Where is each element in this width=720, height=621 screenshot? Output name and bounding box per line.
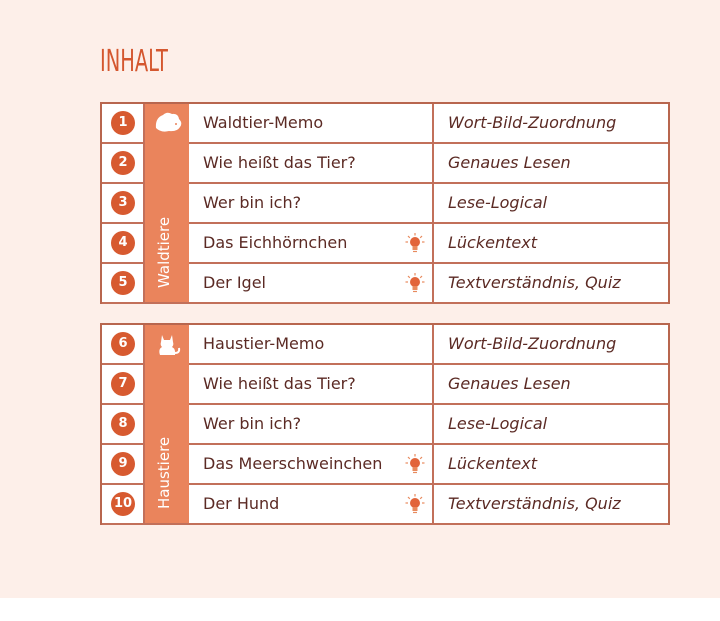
lightbulb-icon — [405, 494, 425, 514]
activity-title: Haustier-Memo — [189, 325, 434, 363]
number-cell: 7 — [102, 365, 145, 403]
activity-title: Das Meerschweinchen — [189, 445, 434, 483]
number-badge: 4 — [111, 231, 135, 255]
number-badge: 3 — [111, 191, 135, 215]
lightbulb-icon — [405, 454, 425, 474]
activity-type: Wort-Bild-Zuordnung — [448, 113, 617, 132]
activity-title: Der Igel — [189, 264, 434, 302]
number-cell: 5 — [102, 264, 145, 302]
category-band: Haustiere — [145, 325, 189, 523]
table-row[interactable]: 1 Waldtier-Memo Wort-Bild-Zuordnung — [102, 104, 668, 144]
number-badge: 8 — [111, 412, 135, 436]
lightbulb-icon — [405, 233, 425, 253]
activity-type: Genaues Lesen — [448, 153, 571, 172]
number-cell: 9 — [102, 445, 145, 483]
activity-type: Lese-Logical — [448, 414, 548, 433]
activity-type: Textverständnis, Quiz — [448, 494, 621, 513]
activity-title: Waldtier-Memo — [189, 104, 434, 142]
table-row[interactable]: 3 Wer bin ich? Lese-Logical — [102, 184, 668, 224]
table-row[interactable]: 10 Der Hund Textverständnis, Quiz — [102, 485, 668, 525]
activity-type: Lückentext — [448, 233, 537, 252]
activity-type: Lückentext — [448, 454, 537, 473]
activity-title: Das Eichhörnchen — [189, 224, 434, 262]
category-label: Waldtiere — [155, 216, 173, 288]
page-title: INHALT — [100, 44, 168, 79]
number-cell: 2 — [102, 144, 145, 182]
category-band: Waldtiere — [145, 104, 189, 302]
table-row[interactable]: 7 Wie heißt das Tier? Genaues Lesen — [102, 365, 668, 405]
contents-table-haustiere: 6 Haustier-Memo Wort-Bild-Zuordnung 7 Wie… — [100, 323, 670, 525]
number-cell: 1 — [102, 104, 145, 142]
page: INHALT 1 Waldtier-Memo Wort-Bild-Zuordnu… — [0, 0, 720, 598]
table-row[interactable]: 2 Wie heißt das Tier? Genaues Lesen — [102, 144, 668, 184]
hedgehog-icon — [153, 110, 183, 136]
activity-type: Textverständnis, Quiz — [448, 273, 621, 292]
contents-table-waldtiere: 1 Waldtier-Memo Wort-Bild-Zuordnung 2 Wie… — [100, 102, 670, 304]
table-row[interactable]: 6 Haustier-Memo Wort-Bild-Zuordnung — [102, 325, 668, 365]
number-badge: 1 — [111, 111, 135, 135]
activity-title: Wer bin ich? — [189, 405, 434, 443]
activity-title: Der Hund — [189, 485, 434, 523]
number-cell: 3 — [102, 184, 145, 222]
activity-title: Wer bin ich? — [189, 184, 434, 222]
table-row[interactable]: 5 Der Igel Textverständnis, Quiz — [102, 264, 668, 304]
activity-title: Wie heißt das Tier? — [189, 365, 434, 403]
number-cell: 4 — [102, 224, 145, 262]
number-badge: 2 — [111, 151, 135, 175]
number-badge: 5 — [111, 271, 135, 295]
number-badge: 6 — [111, 332, 135, 356]
number-cell: 10 — [102, 485, 145, 523]
activity-type: Wort-Bild-Zuordnung — [448, 334, 617, 353]
activity-type: Genaues Lesen — [448, 374, 571, 393]
activity-type: Lese-Logical — [448, 193, 548, 212]
cat-icon — [153, 331, 183, 357]
category-label: Haustiere — [155, 436, 173, 509]
number-badge: 7 — [111, 372, 135, 396]
number-cell: 6 — [102, 325, 145, 363]
table-row[interactable]: 9 Das Meerschweinchen Lückentext — [102, 445, 668, 485]
number-badge: 9 — [111, 452, 135, 476]
lightbulb-icon — [405, 273, 425, 293]
table-row[interactable]: 8 Wer bin ich? Lese-Logical — [102, 405, 668, 445]
number-badge: 10 — [111, 492, 135, 516]
number-cell: 8 — [102, 405, 145, 443]
table-row[interactable]: 4 Das Eichhörnchen Lückentext — [102, 224, 668, 264]
activity-title: Wie heißt das Tier? — [189, 144, 434, 182]
